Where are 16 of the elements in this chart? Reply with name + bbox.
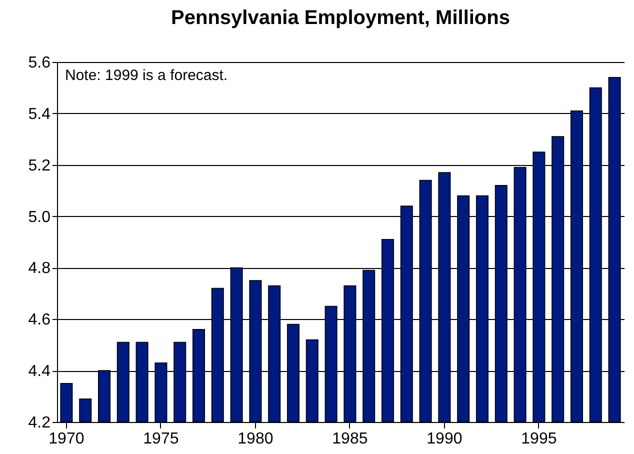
y-tick-label: 5.4 bbox=[28, 106, 51, 123]
x-tick-label: 1995 bbox=[521, 430, 557, 448]
x-tick-label: 1980 bbox=[238, 430, 274, 448]
y-tick-label: 5.2 bbox=[28, 157, 51, 174]
x-tick-label: 1970 bbox=[48, 430, 84, 448]
y-tick-label: 5.0 bbox=[28, 208, 51, 226]
y-tick-label: 4.6 bbox=[28, 312, 51, 329]
x-tick-label: 1975 bbox=[143, 430, 179, 448]
y-tick-label: 4.8 bbox=[28, 260, 51, 278]
annotation: Note: 1999 is a forecast. bbox=[65, 67, 228, 84]
x-tick-label: 1990 bbox=[426, 430, 462, 448]
y-tick-label: 4.2 bbox=[28, 414, 51, 432]
chart-title: Pennsylvania Employment, Millions bbox=[171, 7, 510, 29]
x-tick-label: 1985 bbox=[332, 430, 368, 448]
y-tick-label: 5.6 bbox=[28, 54, 51, 72]
y-tick-label: 4.4 bbox=[28, 363, 51, 380]
